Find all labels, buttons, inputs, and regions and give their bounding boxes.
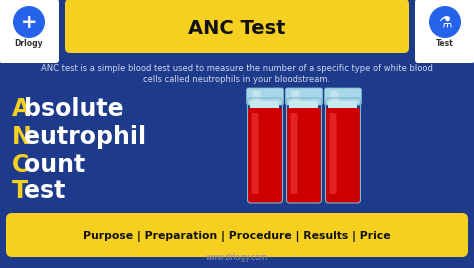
Text: T: T [12,179,28,203]
Text: eutrophil: eutrophil [24,125,146,149]
FancyBboxPatch shape [0,0,59,63]
FancyBboxPatch shape [290,101,319,113]
FancyBboxPatch shape [328,101,357,113]
FancyBboxPatch shape [285,88,322,105]
FancyBboxPatch shape [246,88,283,105]
Text: ⚗: ⚗ [438,14,452,29]
Text: ANC test is a simple blood test used to measure the number of a specific type of: ANC test is a simple blood test used to … [41,64,433,73]
FancyBboxPatch shape [292,91,300,102]
FancyBboxPatch shape [325,88,362,105]
Text: Purpose | Preparation | Procedure | Results | Price: Purpose | Preparation | Procedure | Resu… [83,230,391,241]
Text: ANC Test: ANC Test [188,18,286,38]
Text: A: A [12,97,30,121]
FancyBboxPatch shape [253,91,261,102]
Text: C: C [12,153,29,177]
Text: Test: Test [436,39,454,49]
Text: ount: ount [24,153,85,177]
FancyBboxPatch shape [329,113,337,194]
FancyBboxPatch shape [326,108,361,203]
Text: Drlogy: Drlogy [15,39,43,49]
FancyBboxPatch shape [415,0,474,63]
Text: +: + [21,13,37,32]
FancyBboxPatch shape [252,113,258,194]
FancyBboxPatch shape [250,101,280,113]
FancyBboxPatch shape [6,213,468,257]
Text: bsolute: bsolute [24,97,124,121]
Text: cells called neutrophils in your bloodstream.: cells called neutrophils in your bloodst… [144,75,330,84]
Circle shape [429,6,461,38]
FancyBboxPatch shape [65,0,409,53]
FancyBboxPatch shape [247,108,283,203]
FancyBboxPatch shape [330,91,338,102]
FancyBboxPatch shape [286,108,321,203]
Circle shape [13,6,45,38]
Text: N: N [12,125,32,149]
FancyBboxPatch shape [291,113,298,194]
Text: est: est [24,179,65,203]
Text: www.drlogy.com: www.drlogy.com [206,254,268,262]
